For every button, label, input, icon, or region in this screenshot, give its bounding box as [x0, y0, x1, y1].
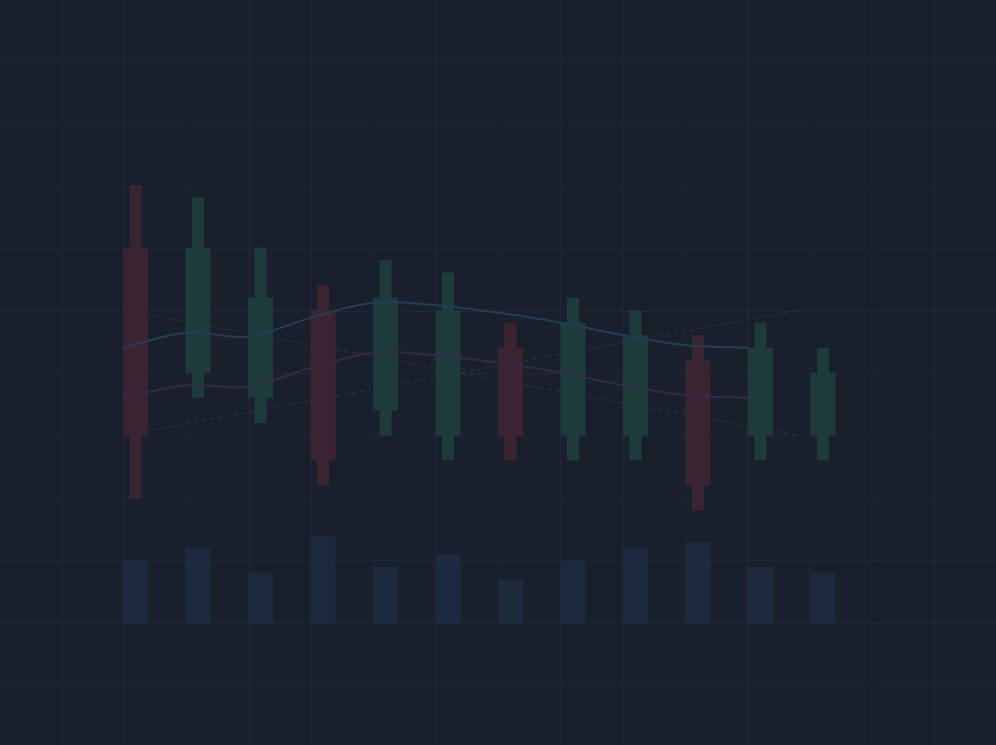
candle-body [248, 297, 273, 398]
candle-down [123, 185, 148, 498]
volume-bars [123, 535, 836, 624]
candle-body [685, 360, 711, 486]
trend-line [123, 309, 799, 436]
volume-bar [498, 579, 523, 624]
candle-body [560, 322, 586, 436]
volume-bar [623, 548, 648, 623]
candle-up [748, 322, 773, 461]
volume-bar [373, 566, 398, 624]
candle-up [810, 347, 836, 461]
candle-up [373, 260, 398, 436]
volume-bar [310, 535, 336, 623]
volume-bar [435, 554, 461, 624]
volume-bar [748, 566, 773, 624]
candles [123, 185, 836, 511]
volume-bar [560, 560, 586, 623]
candle-up [185, 197, 211, 398]
candle-down [498, 322, 523, 461]
candle-body [498, 347, 523, 436]
candle-body [810, 372, 836, 436]
moving-average-slow [123, 351, 749, 399]
volume-bar [185, 548, 211, 623]
volume-bar [248, 573, 273, 623]
moving-average-fast [123, 300, 749, 349]
moving-averages [123, 300, 749, 399]
volume-bar [685, 541, 711, 624]
volume-bar [123, 560, 148, 623]
candle-up [435, 272, 461, 461]
candle-down [310, 285, 336, 486]
candle-body [435, 310, 461, 436]
candle-body [185, 247, 211, 373]
candle-down [685, 335, 711, 511]
candle-body [373, 297, 398, 411]
candle-body [310, 310, 336, 461]
candle-body [748, 347, 773, 436]
candle-up [560, 297, 586, 461]
volume-bar [810, 573, 836, 623]
